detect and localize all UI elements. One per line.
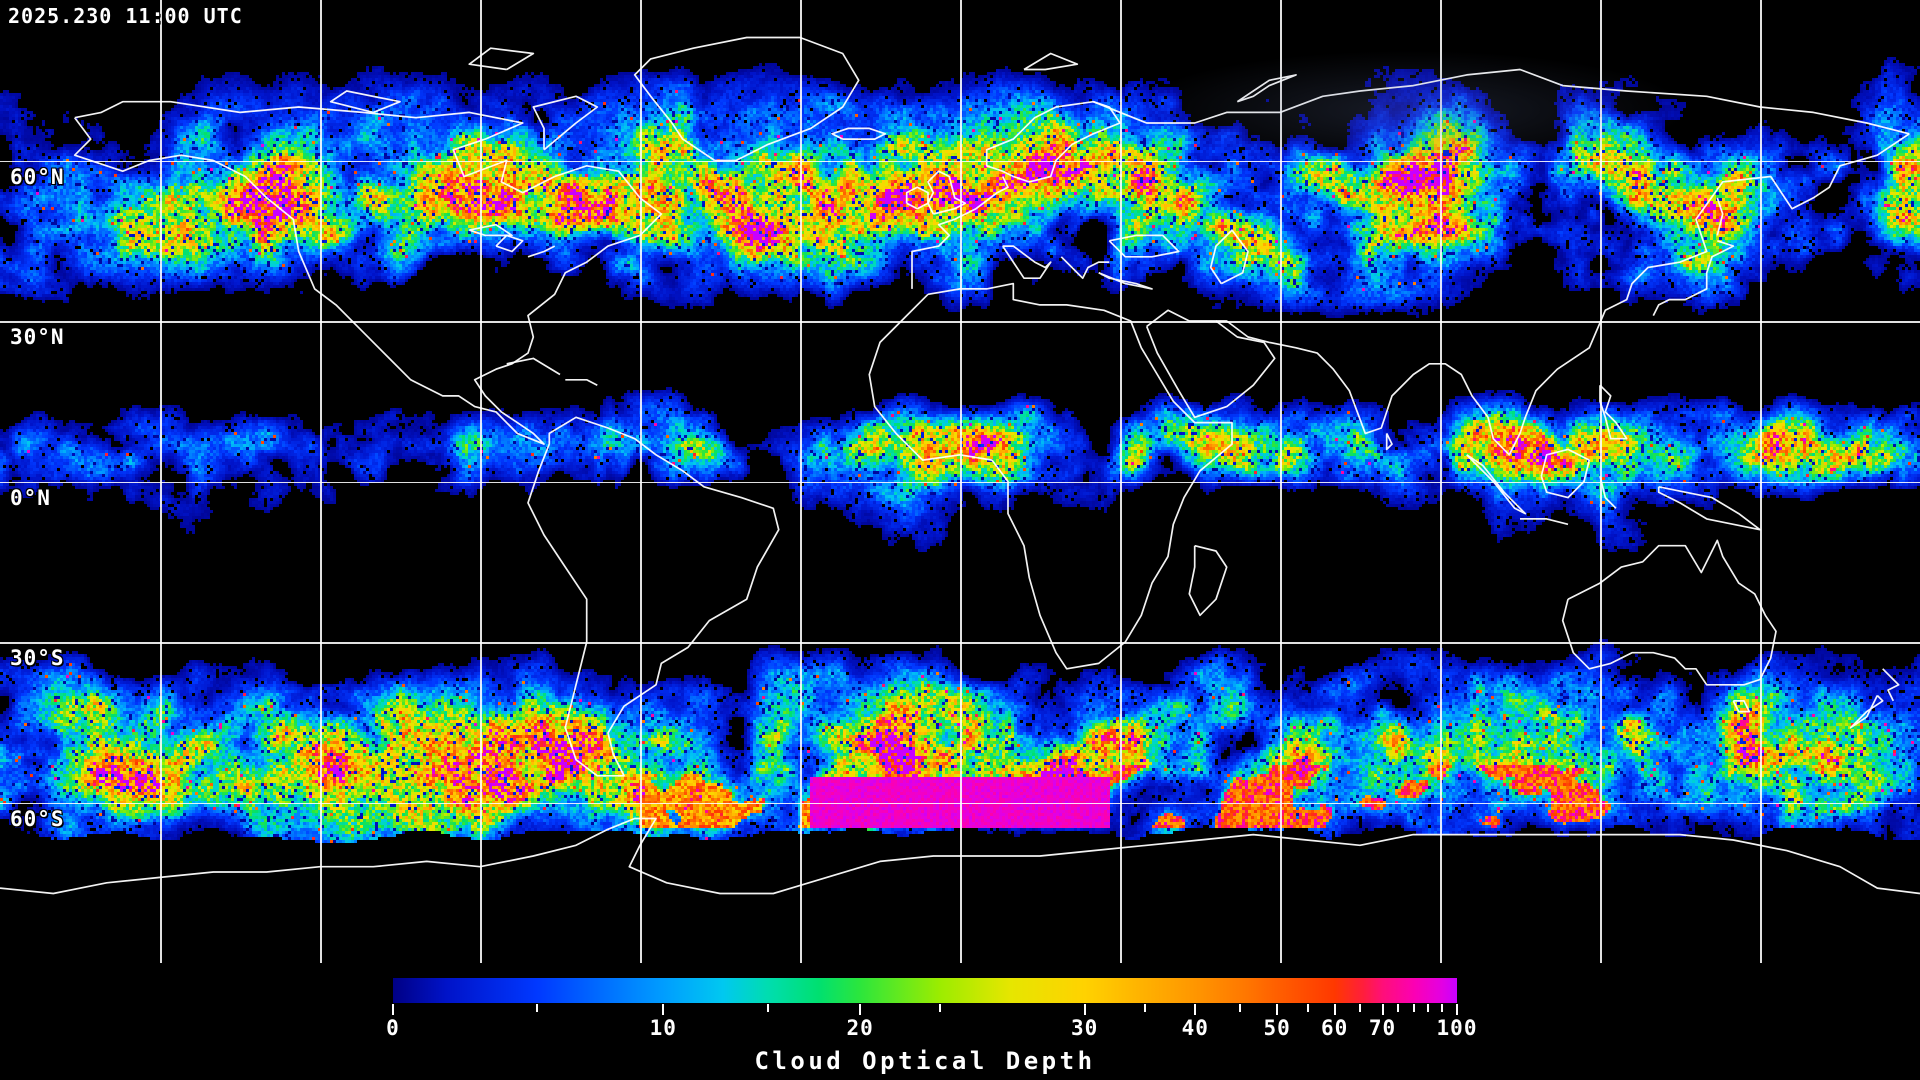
coastline-path <box>1060 256 1110 280</box>
colorbar-major-tick <box>1083 1004 1086 1015</box>
coastline-path <box>0 817 1920 895</box>
colorbar-minor-tick <box>1397 1004 1400 1012</box>
colorbar-tick-label: 70 <box>1368 1016 1397 1040</box>
coastline-path <box>469 223 513 237</box>
coastline-path <box>633 36 860 162</box>
colorbar-minor-tick <box>766 1004 769 1012</box>
latitude-label: 30°N <box>10 325 65 349</box>
coastline-path <box>1188 544 1228 617</box>
coastline-path <box>1652 239 1735 316</box>
coastline-path <box>1732 700 1751 713</box>
coastline-path <box>1716 197 1724 236</box>
coastline-overlay <box>0 36 1920 895</box>
colorbar-minor-tick <box>1144 1004 1147 1012</box>
colorbar-tick-label: 10 <box>649 1016 677 1040</box>
colorbar-major-tick <box>1381 1004 1384 1015</box>
colorbar-major-tick <box>1456 1004 1458 1015</box>
coastline-path <box>527 245 556 258</box>
twilight-haze-overlay <box>1130 50 1690 170</box>
coastline-path <box>1385 433 1393 451</box>
colorbar-minor-tick <box>1441 1004 1444 1012</box>
latitude-label: 60°S <box>10 806 65 831</box>
colorbar-major-tick <box>662 1004 665 1015</box>
timestamp-label: 2025.230 11:00 UTC <box>8 4 243 28</box>
colorbar-minor-tick <box>938 1004 941 1012</box>
coastline-path <box>495 234 524 253</box>
latitude-gridline <box>0 481 1920 483</box>
coastline-path <box>911 176 1009 289</box>
coastline-path <box>831 127 887 140</box>
colorbar-gradient <box>393 978 1457 1003</box>
coastline-path <box>1849 694 1884 729</box>
latitude-gridline <box>0 642 1920 644</box>
colorbar-minor-tick <box>1427 1004 1430 1012</box>
coastline-path <box>527 416 780 777</box>
colorbar-minor-tick <box>1413 1004 1416 1012</box>
coastline-path <box>1561 539 1777 686</box>
coastline-path <box>1098 272 1153 290</box>
coastline-path <box>1023 52 1079 71</box>
coastline-path <box>1599 475 1617 509</box>
colorbar-tick-label: 0 <box>386 1016 400 1040</box>
latitude-label: 60°N <box>10 164 65 189</box>
coastline-path <box>985 100 1121 183</box>
coastline-path <box>1145 309 1276 419</box>
coastline-path <box>1657 485 1761 531</box>
colorbar-major-tick <box>1276 1004 1279 1015</box>
coastline-path <box>868 282 1233 670</box>
coastline-path <box>329 90 401 114</box>
colorbar-tick-label: 50 <box>1263 1016 1291 1040</box>
colorbar-minor-tick <box>535 1004 538 1012</box>
latitude-gridline <box>0 321 1920 323</box>
coastline-path <box>1599 384 1628 440</box>
coastline-path <box>905 186 929 210</box>
colorbar-tick-label: 40 <box>1181 1016 1209 1040</box>
coastline-path <box>1209 229 1249 285</box>
colorbar-minor-tick <box>1307 1004 1310 1012</box>
latitude-gridline <box>0 160 1920 162</box>
colorbar-major-tick <box>1333 1004 1336 1015</box>
coastline-path <box>73 100 663 445</box>
coastline-path <box>1108 234 1180 258</box>
coastline-path <box>1540 448 1591 499</box>
coastline-path <box>532 95 599 151</box>
colorbar-major-tick <box>392 1004 394 1015</box>
coastline-path <box>506 357 561 376</box>
colorbar-tick-label: 60 <box>1320 1016 1349 1040</box>
coastline-path <box>1236 74 1297 103</box>
coastline-path <box>1092 68 1910 135</box>
colorbar-tick-label: 100 <box>1436 1016 1478 1040</box>
coastline-path <box>1001 245 1052 280</box>
latitude-gridline <box>0 802 1920 804</box>
colorbar-major-tick <box>1194 1004 1197 1015</box>
colorbar-minor-tick <box>1359 1004 1362 1012</box>
latitude-label: 30°S <box>10 646 65 670</box>
coastline-path <box>1216 133 1910 456</box>
latitude-label: 0°N <box>10 485 51 510</box>
coastline-path <box>1466 454 1527 515</box>
coastline-path <box>1520 518 1569 526</box>
coastline-path <box>1882 668 1900 702</box>
colorbar-tick-label: 20 <box>846 1016 874 1040</box>
colorbar-legend: 0 10 20 30 40 50 60 70 100 Cloud Optical Depth <box>0 963 1920 1080</box>
colorbar-major-tick <box>859 1004 862 1015</box>
colorbar-title: Cloud Optical Depth <box>754 1047 1096 1075</box>
colorbar-minor-tick <box>1238 1004 1241 1012</box>
coastline-path <box>468 47 535 71</box>
colorbar-tick-label: 30 <box>1070 1016 1099 1040</box>
coastline-path <box>565 378 598 386</box>
